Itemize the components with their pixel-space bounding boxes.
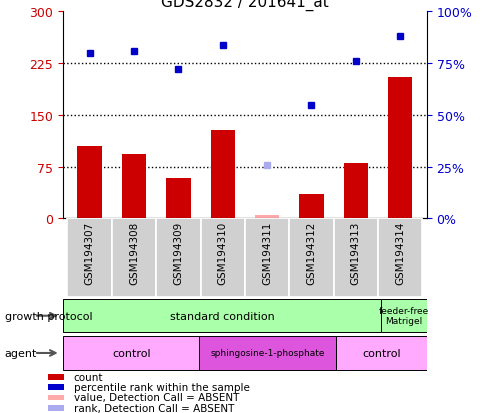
- Bar: [48, 385, 64, 390]
- Text: rank, Detection Call = ABSENT: rank, Detection Call = ABSENT: [74, 403, 233, 413]
- Text: control: control: [112, 348, 150, 358]
- Bar: [210, 131, 234, 219]
- Bar: [200, 219, 244, 297]
- Bar: [199, 336, 335, 370]
- Text: GSM194313: GSM194313: [350, 221, 360, 285]
- Bar: [333, 219, 377, 297]
- Text: GSM194308: GSM194308: [129, 221, 139, 284]
- Bar: [48, 395, 64, 400]
- Text: sphingosine-1-phosphate: sphingosine-1-phosphate: [210, 349, 324, 358]
- Bar: [343, 164, 367, 219]
- Text: standard condition: standard condition: [169, 311, 274, 321]
- Bar: [48, 405, 64, 411]
- Text: control: control: [361, 348, 400, 358]
- Bar: [121, 155, 146, 219]
- Bar: [77, 147, 102, 219]
- Text: GSM194309: GSM194309: [173, 221, 183, 284]
- Bar: [67, 219, 112, 297]
- Bar: [387, 78, 411, 219]
- Bar: [288, 219, 333, 297]
- Text: GSM194311: GSM194311: [261, 221, 272, 285]
- Text: growth protocol: growth protocol: [5, 311, 92, 321]
- Bar: [244, 219, 288, 297]
- Bar: [377, 219, 422, 297]
- Bar: [380, 299, 426, 333]
- Text: count: count: [74, 372, 103, 382]
- Title: GDS2832 / 201641_at: GDS2832 / 201641_at: [161, 0, 328, 11]
- Bar: [156, 219, 200, 297]
- Text: percentile rank within the sample: percentile rank within the sample: [74, 382, 249, 392]
- Bar: [63, 336, 199, 370]
- Bar: [335, 336, 426, 370]
- Bar: [112, 219, 156, 297]
- Bar: [63, 299, 380, 333]
- Text: agent: agent: [5, 348, 37, 358]
- Bar: [166, 179, 190, 219]
- Text: GSM194310: GSM194310: [217, 221, 227, 284]
- Text: feeder-free
Matrigel: feeder-free Matrigel: [378, 306, 428, 325]
- Bar: [255, 216, 279, 219]
- Text: value, Detection Call = ABSENT: value, Detection Call = ABSENT: [74, 392, 239, 403]
- Text: GSM194314: GSM194314: [394, 221, 404, 285]
- Bar: [48, 374, 64, 380]
- Text: GSM194312: GSM194312: [306, 221, 316, 285]
- Bar: [299, 195, 323, 219]
- Text: GSM194307: GSM194307: [85, 221, 94, 284]
